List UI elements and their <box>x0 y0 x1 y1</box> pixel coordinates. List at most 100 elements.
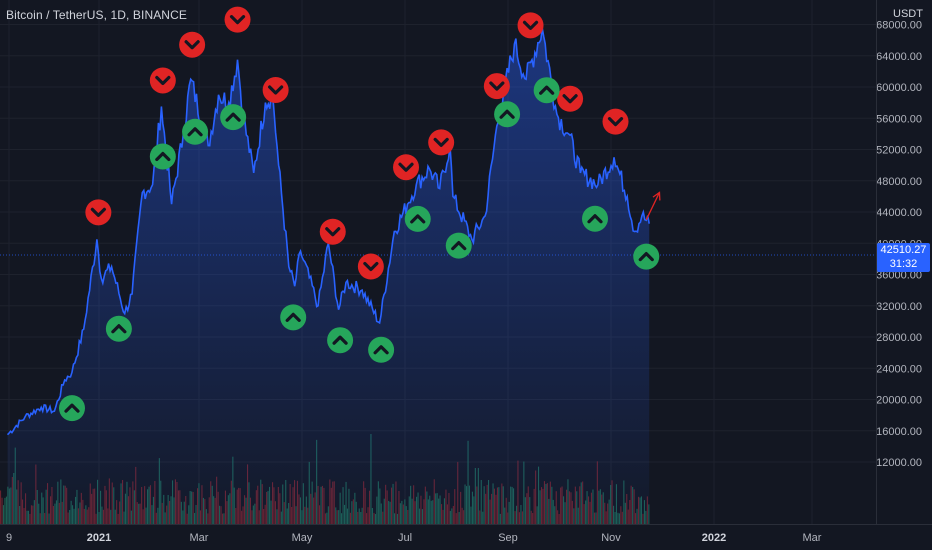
chevron-up-icon <box>451 240 467 251</box>
x-tick-label: 9 <box>6 532 12 544</box>
arrow-shaft <box>645 192 661 221</box>
chevron-down-icon <box>90 207 106 217</box>
sell-signal-icon <box>428 129 455 156</box>
chevron-down-icon <box>433 137 449 148</box>
chevron-down-icon <box>522 20 539 30</box>
buy-signal-icon <box>445 232 472 259</box>
chevron-down-icon <box>268 85 284 95</box>
chevron-down-icon <box>325 227 341 237</box>
chevron-down-icon <box>607 117 624 127</box>
buy-signal-icon <box>105 315 132 342</box>
y-tick-label: 56000.00 <box>876 113 922 125</box>
x-axis[interactable]: 9 2021 Mar May Jul Sep Nov 2022 Mar <box>0 524 932 545</box>
marker-circle <box>58 395 85 422</box>
buy-signal-icon <box>368 336 395 363</box>
marker-circle <box>179 31 206 58</box>
buy-signal-icon <box>327 327 354 354</box>
buy-signal-icon <box>220 104 247 131</box>
y-tick-label: 60000.00 <box>876 82 922 94</box>
buy-signal-icon <box>494 101 521 128</box>
chevron-down-icon <box>489 81 505 91</box>
marker-circle <box>319 218 346 245</box>
marker-circle <box>428 129 455 156</box>
x-tick-label: May <box>292 532 313 544</box>
buy-signal-icon <box>404 205 431 232</box>
x-tick-label: Nov <box>601 532 621 544</box>
x-tick-label: 2022 <box>702 532 726 544</box>
sell-signal-icon <box>319 218 346 245</box>
chevron-down-icon <box>184 40 200 50</box>
marker-circle <box>404 205 431 232</box>
y-tick-label: 12000.00 <box>876 457 922 469</box>
buy-signal-icon <box>58 395 85 422</box>
marker-circle <box>220 104 247 131</box>
projection-arrow <box>645 191 661 221</box>
sell-signal-icon <box>149 67 176 94</box>
marker-circle <box>483 73 510 100</box>
marker-circle <box>557 85 584 112</box>
sell-signal-icon <box>557 85 584 112</box>
chevron-down-icon <box>398 162 414 172</box>
marker-circle <box>327 327 354 354</box>
marker-circle <box>262 76 289 103</box>
last-price-tag: 42510.27 31:32 <box>877 243 930 272</box>
marker-circle <box>280 304 307 331</box>
y-tick-label: 16000.00 <box>876 426 922 438</box>
y-tick-label: 36000.00 <box>876 270 922 282</box>
y-tick-label: 52000.00 <box>876 145 922 157</box>
arrow-head-icon <box>652 191 661 201</box>
buy-signal-icon <box>633 243 660 270</box>
chevron-up-icon <box>373 345 389 355</box>
marker-circle <box>182 118 209 145</box>
marker-circle <box>494 101 521 128</box>
marker-circle <box>105 315 132 342</box>
sell-signal-icon <box>602 108 629 135</box>
bar-countdown: 31:32 <box>889 258 918 270</box>
volume-bar <box>4 497 6 524</box>
y-tick-label: 20000.00 <box>876 395 922 407</box>
chevron-up-icon <box>332 335 348 345</box>
chevron-up-icon <box>285 312 301 322</box>
marker-circle <box>85 199 112 226</box>
marker-circle <box>224 6 251 33</box>
chevron-up-icon <box>64 403 80 413</box>
chevron-up-icon <box>155 151 171 162</box>
price-area-fill <box>7 28 650 525</box>
marker-circle <box>633 243 660 270</box>
volume-bar <box>1 497 3 524</box>
chevron-down-icon <box>562 94 578 104</box>
marker-circle <box>149 67 176 94</box>
y-tick-label: 48000.00 <box>876 176 922 188</box>
y-tick-label: 28000.00 <box>876 332 922 344</box>
sell-signal-icon <box>517 12 544 39</box>
chevron-up-icon <box>225 112 241 122</box>
y-tick-label: 68000.00 <box>876 20 922 32</box>
x-tick-label: Mar <box>803 532 822 544</box>
y-tick-label: 32000.00 <box>876 301 922 313</box>
marker-circle <box>533 77 560 104</box>
chevron-down-icon <box>363 261 379 272</box>
volume-bar <box>5 496 7 524</box>
x-tick-label: Sep <box>498 532 518 544</box>
marker-circle <box>602 108 629 135</box>
sell-signal-icon <box>393 154 420 181</box>
chevron-up-icon <box>410 214 426 224</box>
currency-label[interactable]: USDT <box>893 8 923 20</box>
x-tick-label: Jul <box>398 532 412 544</box>
buy-signal-icon <box>182 118 209 145</box>
sell-signal-icon <box>224 6 251 33</box>
sell-signal-icon <box>262 76 289 103</box>
marker-circle <box>149 143 176 170</box>
chevron-up-icon <box>638 251 654 262</box>
sell-signal-icon <box>85 199 112 226</box>
x-tick-label: Mar <box>190 532 209 544</box>
y-tick-label: 24000.00 <box>876 363 922 375</box>
chevron-up-icon <box>499 109 515 119</box>
chevron-up-icon <box>539 85 555 95</box>
sell-signal-icon <box>179 31 206 58</box>
marker-circle <box>357 253 384 280</box>
buy-signal-icon <box>533 77 560 104</box>
y-tick-label: 64000.00 <box>876 51 922 63</box>
